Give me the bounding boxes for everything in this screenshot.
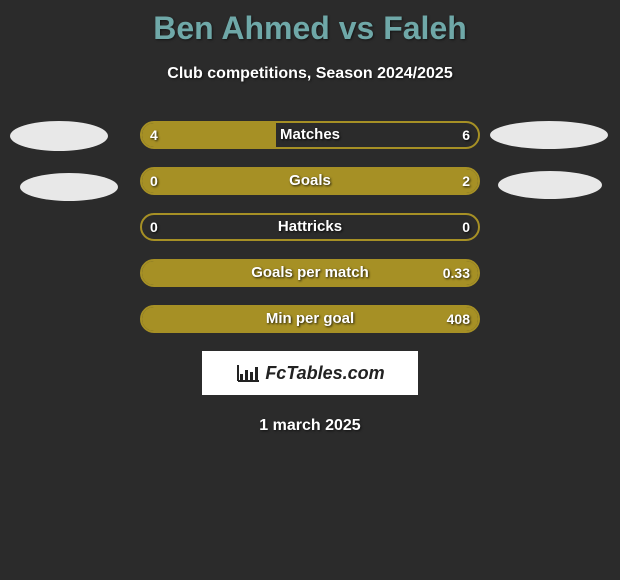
bar-container	[140, 259, 480, 287]
page-title: Ben Ahmed vs Faleh	[0, 0, 620, 47]
stats-area: 46Matches02Goals00Hattricks0.33Goals per…	[0, 121, 620, 435]
value-left: 0	[150, 167, 158, 195]
bar-container	[140, 213, 480, 241]
bar-container	[140, 167, 480, 195]
stat-row: 0.33Goals per match	[0, 259, 620, 287]
value-right: 408	[447, 305, 470, 333]
chart-icon	[235, 362, 261, 384]
value-right: 6	[462, 121, 470, 149]
stat-row: 46Matches	[0, 121, 620, 149]
bar-container	[140, 305, 480, 333]
subtitle: Club competitions, Season 2024/2025	[0, 65, 620, 83]
bar-right	[142, 307, 478, 331]
value-right: 0.33	[443, 259, 470, 287]
value-right: 0	[462, 213, 470, 241]
bar-right	[142, 261, 478, 285]
value-left: 4	[150, 121, 158, 149]
bar-container	[140, 121, 480, 149]
bar-right	[142, 169, 478, 193]
value-left: 0	[150, 213, 158, 241]
stat-row: 00Hattricks	[0, 213, 620, 241]
value-right: 2	[462, 167, 470, 195]
bar-left	[142, 123, 276, 147]
logo-text: FcTables.com	[265, 363, 384, 384]
stat-row: 02Goals	[0, 167, 620, 195]
stat-row: 408Min per goal	[0, 305, 620, 333]
logo-box: FcTables.com	[202, 351, 418, 395]
date-label: 1 march 2025	[0, 417, 620, 435]
